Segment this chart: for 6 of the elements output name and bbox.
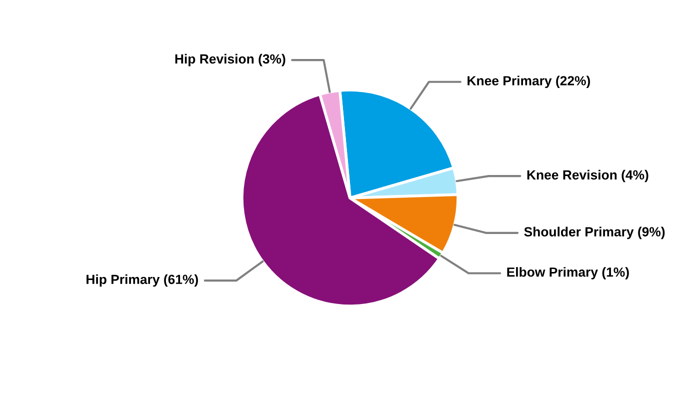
slice-label: Shoulder Primary (9%) xyxy=(524,226,665,240)
slice-label: Hip Revision (3%) xyxy=(175,54,286,66)
slice-label: Elbow Primary (1%) xyxy=(507,267,629,280)
slice-label: Knee Revision (4%) xyxy=(527,170,648,182)
slice-label: Knee Primary (22%) xyxy=(468,76,590,88)
slice-label: Hip Primary (61%) xyxy=(86,274,198,287)
